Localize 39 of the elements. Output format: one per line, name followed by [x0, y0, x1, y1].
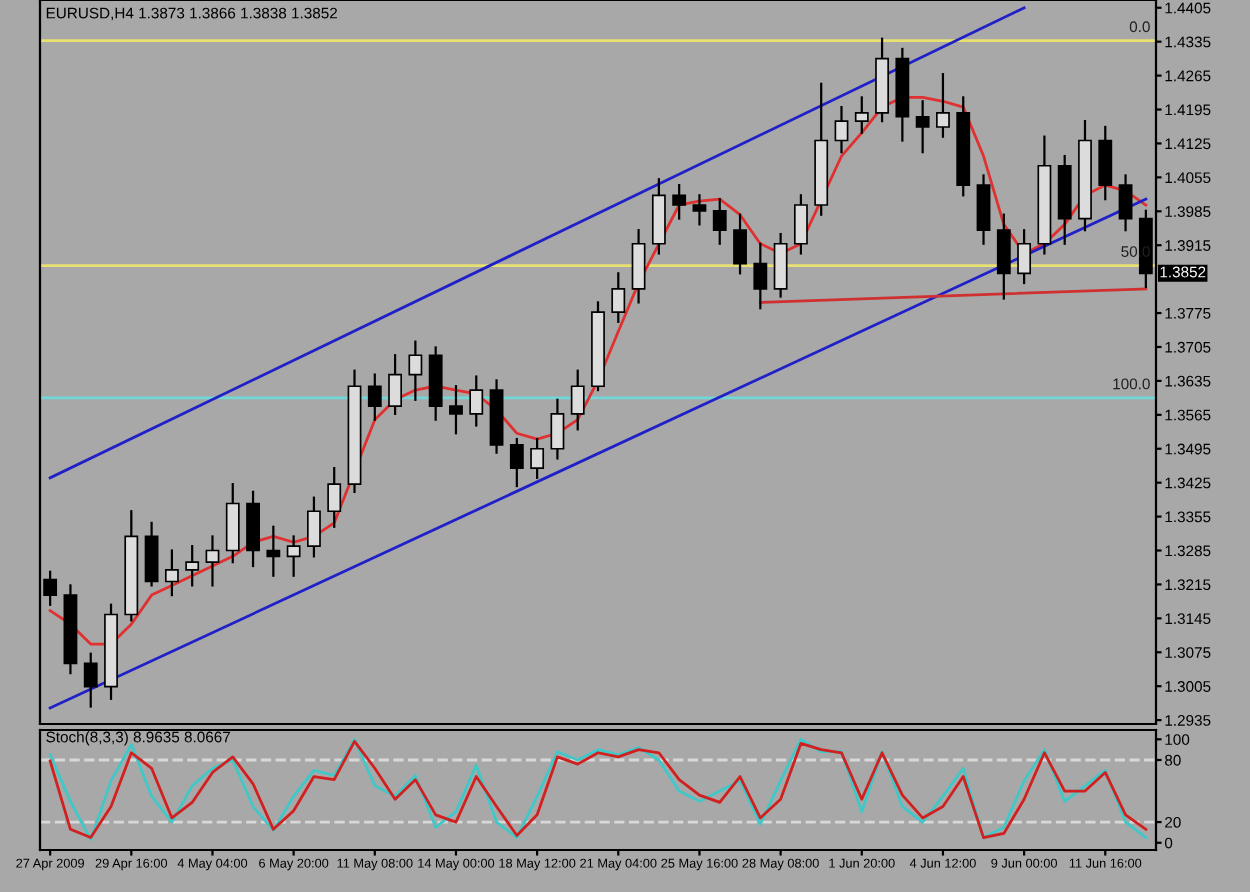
candlestick — [1098, 125, 1113, 201]
candlestick — [469, 375, 484, 427]
candlestick — [164, 549, 179, 597]
candlestick — [976, 174, 991, 245]
candlestick — [144, 521, 159, 587]
candlestick — [570, 369, 585, 431]
candlestick — [631, 229, 646, 304]
candlestick — [367, 373, 382, 421]
candlestick — [672, 184, 687, 220]
candlestick — [246, 490, 260, 568]
candlestick — [225, 483, 240, 564]
candlestick — [1017, 229, 1032, 285]
candlestick — [936, 73, 950, 138]
candlestick — [205, 535, 220, 587]
candlestick — [1118, 174, 1133, 232]
candlestick — [753, 242, 768, 310]
candlestick — [834, 105, 849, 154]
candlestick — [712, 198, 727, 245]
candlestick — [733, 213, 747, 275]
candlestick — [854, 96, 869, 134]
candlestick — [307, 496, 321, 558]
candlestick — [449, 385, 463, 435]
candlestick — [509, 437, 524, 488]
candlestick — [185, 545, 200, 587]
candlestick — [692, 194, 707, 226]
candlestick — [388, 354, 403, 415]
candlestick — [286, 535, 301, 577]
candlestick — [327, 467, 342, 528]
candlestick — [793, 194, 808, 255]
candlestick — [530, 437, 545, 479]
candlestick — [266, 525, 281, 577]
candlestick — [550, 398, 565, 460]
candlestick — [996, 213, 1011, 300]
candlestick — [915, 100, 930, 154]
candlestick — [611, 272, 626, 323]
candlestick — [408, 340, 423, 401]
line-series — [48, 96, 1148, 646]
candlestick — [773, 232, 788, 298]
candlestick — [83, 652, 98, 708]
